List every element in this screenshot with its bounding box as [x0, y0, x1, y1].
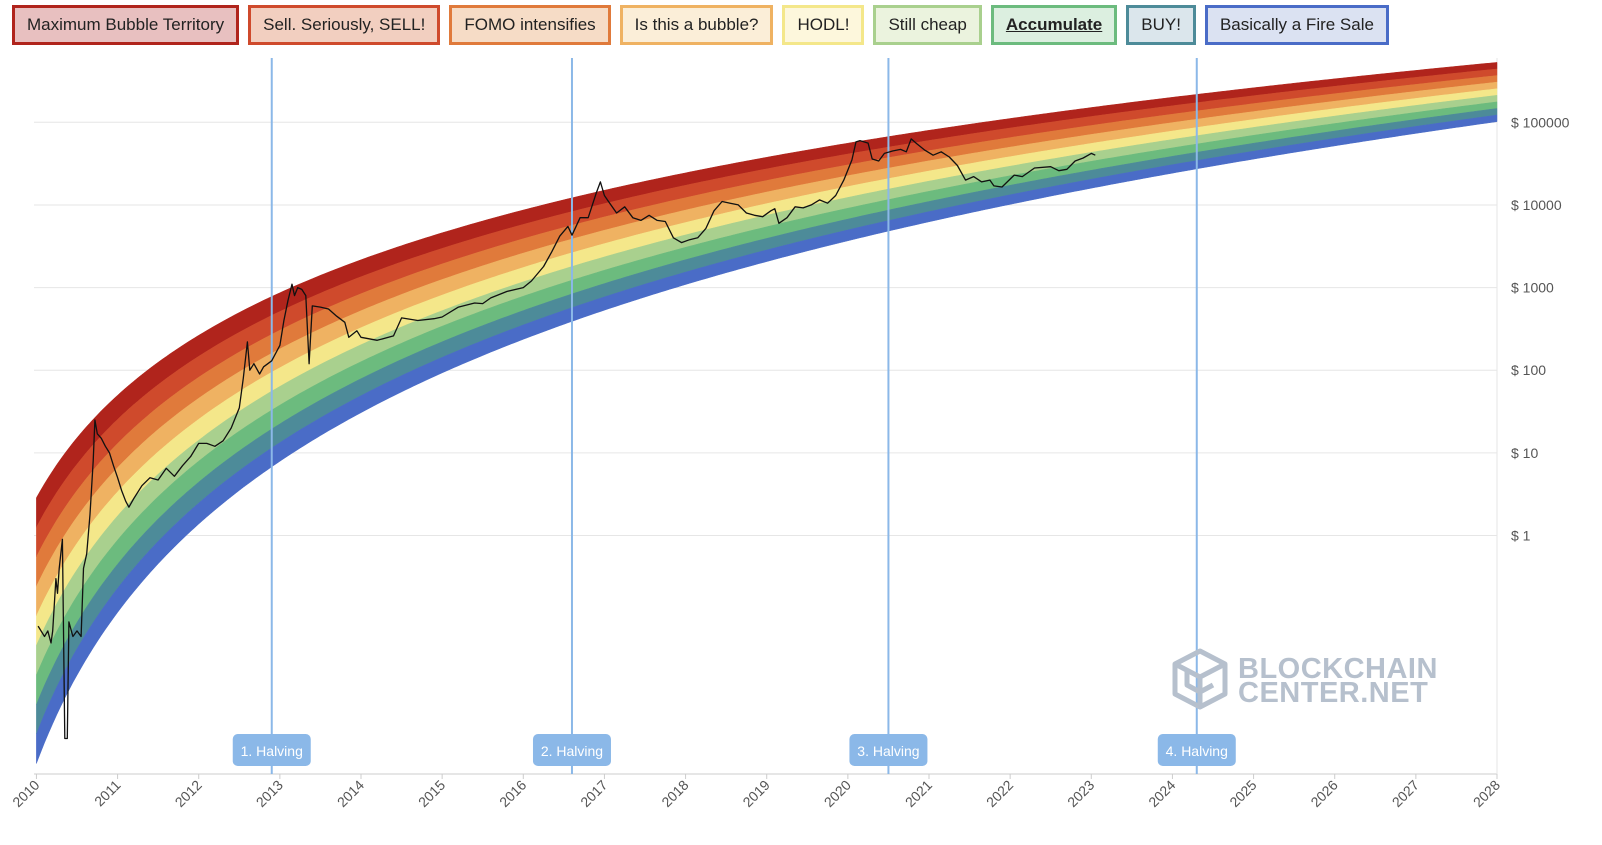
- halving-label-4: 4. Halving: [1166, 743, 1228, 759]
- halving-label-2: 2. Halving: [541, 743, 603, 759]
- halving-badge-4: [1157, 734, 1236, 766]
- legend-item-8[interactable]: BUY!: [1126, 5, 1196, 45]
- halving-labels: 1. Halving 2. Halving 3. Halving 4. Halving: [232, 734, 1236, 766]
- legend-item-7[interactable]: Accumulate: [990, 5, 1118, 45]
- cube-logo-icon: [1172, 648, 1228, 710]
- x-tick-label-2021: 2021: [902, 777, 935, 810]
- halving-badge-3: [849, 734, 928, 766]
- halving-label-3: 3. Halving: [857, 743, 919, 759]
- rainbow-band-9: [36, 114, 1498, 764]
- rainbow-bands: [36, 62, 1498, 764]
- y-tick-label-10: $ 10: [1511, 445, 1538, 461]
- y-tick-label-1000: $ 1000: [1511, 280, 1554, 296]
- legend-item-6[interactable]: Still cheap: [873, 5, 982, 45]
- x-tick-label-2011: 2011: [91, 777, 124, 810]
- zone-legend: Maximum Bubble Territory Sell. Seriously,…: [12, 5, 1389, 45]
- x-tick-label-2019: 2019: [739, 777, 772, 810]
- x-tick-label-2022: 2022: [983, 777, 1016, 810]
- x-tick-label-2013: 2013: [253, 777, 286, 810]
- legend-item-1[interactable]: Maximum Bubble Territory: [12, 5, 240, 45]
- legend-item-4[interactable]: Is this a bubble?: [619, 5, 774, 45]
- x-tick-label-2014: 2014: [334, 777, 367, 810]
- x-tick-label-2023: 2023: [1064, 777, 1097, 810]
- x-tick-label-2026: 2026: [1307, 777, 1340, 810]
- y-tick-label-1: $ 1: [1511, 527, 1531, 543]
- halving-lines: [270, 58, 1198, 774]
- price-series: [37, 138, 1096, 740]
- y-tick-label-100: $ 100: [1511, 362, 1546, 378]
- x-tick-label-2017: 2017: [577, 777, 610, 810]
- x-tick-label-2015: 2015: [415, 777, 448, 810]
- x-tick-label-2020: 2020: [821, 777, 854, 810]
- x-tick-label-2024: 2024: [1145, 777, 1178, 810]
- halving-label-1: 1. Halving: [241, 743, 303, 759]
- x-axis: 2010 2011 2012 2013 2014 2015 2016 2017 2018 2019…: [9, 774, 1503, 810]
- x-tick-label-2018: 2018: [658, 777, 691, 810]
- price-line: [37, 138, 1096, 740]
- x-tick-label-2027: 2027: [1389, 777, 1422, 810]
- y-axis: $ 1 $ 10 $ 100 $ 1000 $ 10000 $ 100000: [1511, 114, 1570, 543]
- watermark-line-2: CENTER.NET: [1238, 677, 1428, 709]
- halving-badge-2: [532, 734, 611, 766]
- halving-badge-1: [232, 734, 311, 766]
- watermark-line-1: BLOCKCHAIN: [1238, 653, 1438, 685]
- legend-item-2[interactable]: Sell. Seriously, SELL!: [248, 5, 441, 45]
- watermark-logo: BLOCKCHAIN CENTER.NET: [1172, 648, 1438, 710]
- y-tick-label-10000: $ 10000: [1511, 197, 1562, 213]
- x-tick-label-2016: 2016: [496, 777, 529, 810]
- legend-item-9[interactable]: Basically a Fire Sale: [1204, 5, 1389, 45]
- x-tick-label-2028: 2028: [1470, 777, 1503, 810]
- y-tick-label-100000: $ 100000: [1511, 114, 1570, 130]
- x-tick-label-2025: 2025: [1226, 777, 1259, 810]
- x-tick-label-2010: 2010: [9, 777, 42, 810]
- x-tick-label-2012: 2012: [171, 777, 204, 810]
- legend-item-3[interactable]: FOMO intensifies: [449, 5, 611, 45]
- legend-item-5[interactable]: HODL!: [782, 5, 865, 45]
